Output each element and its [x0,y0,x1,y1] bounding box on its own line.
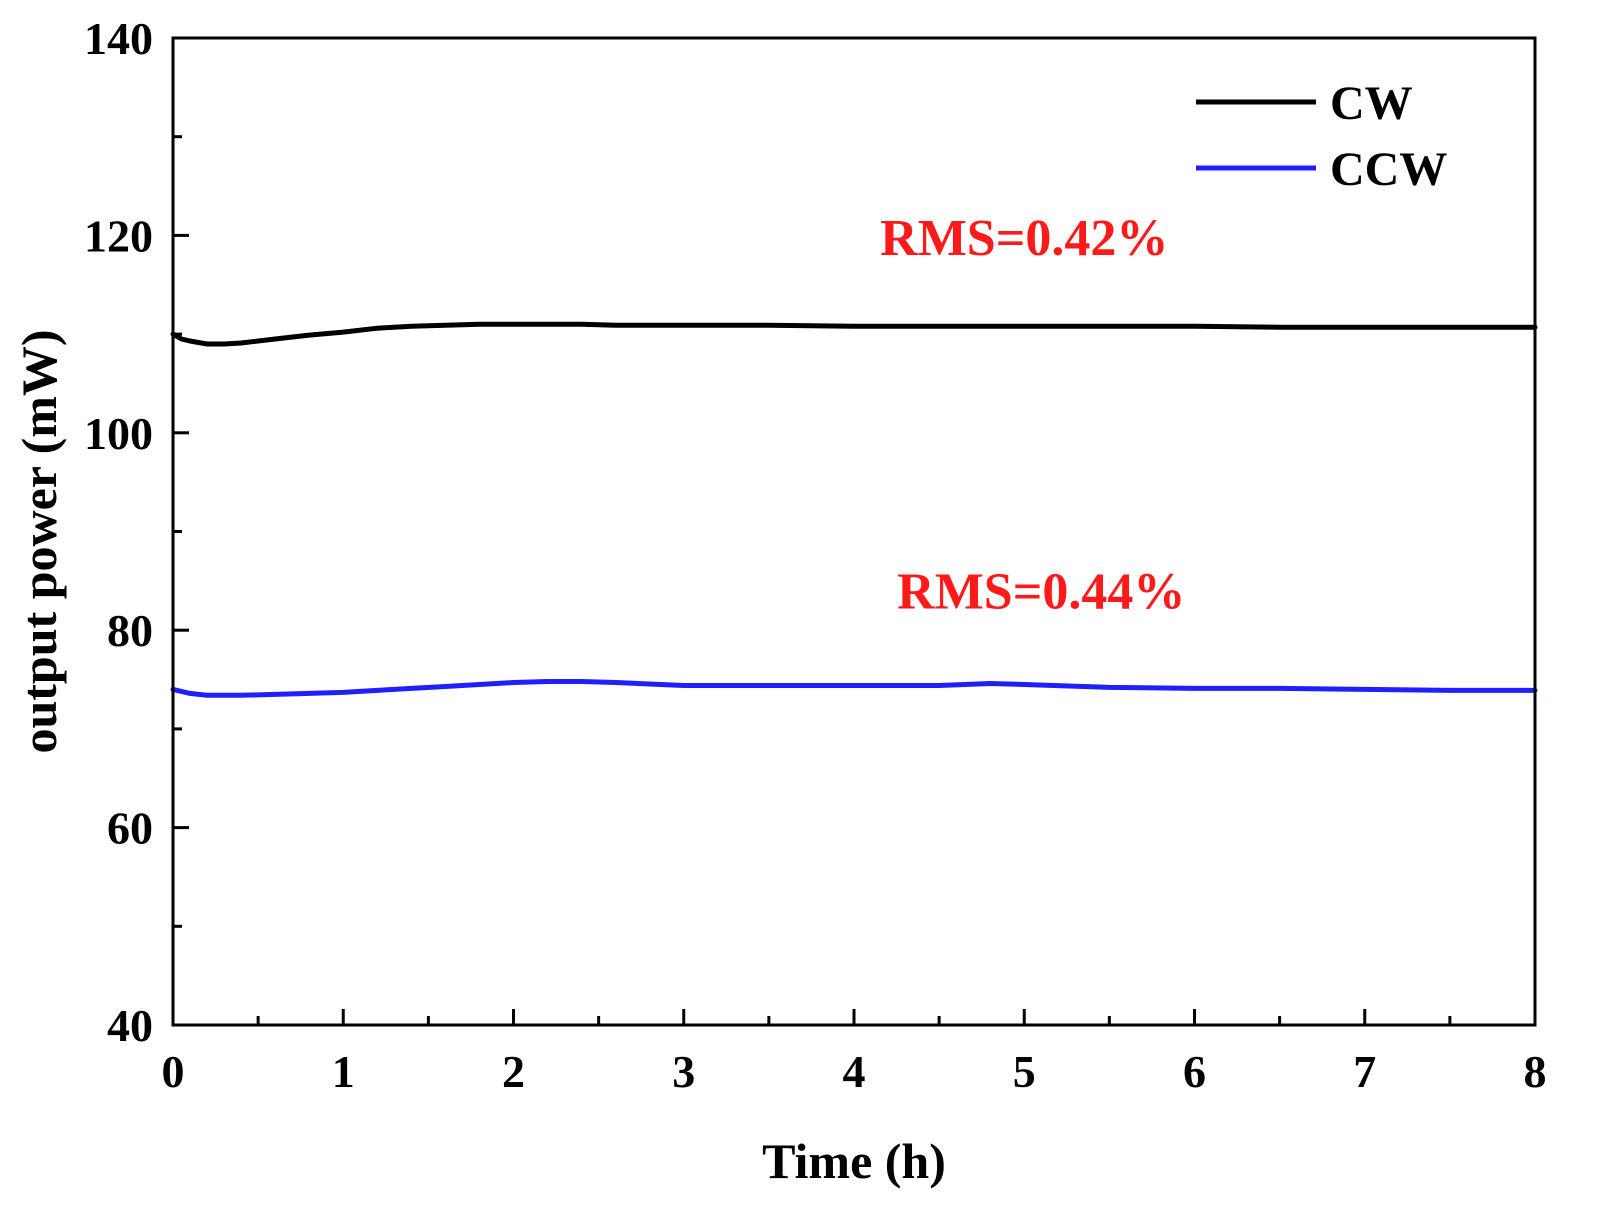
x-tick-label: 4 [843,1046,866,1097]
y-axis-title: output power (mW) [11,329,67,753]
y-tick-label: 40 [107,1000,153,1051]
series-line-ccw [170,679,1538,698]
x-tick-label: 5 [1013,1046,1036,1097]
legend-label-cw: CW [1330,77,1413,130]
x-axis-title: Time (h) [762,1133,946,1189]
y-tick-label: 140 [84,13,153,64]
rms-annotation-2: RMS=0.44% [897,563,1185,620]
x-tick-label: 3 [672,1046,695,1097]
rms-annotation-1: RMS=0.42% [880,210,1168,267]
legend-label-ccw: CCW [1330,143,1447,196]
x-tick-label: 6 [1183,1046,1206,1097]
y-tick-label: 120 [84,210,153,261]
x-tick-label: 8 [1524,1046,1547,1097]
x-tick-label: 1 [332,1046,355,1097]
annotation-layer: RMS=0.42% RMS=0.44% [880,210,1185,620]
y-tick-label: 60 [107,803,153,854]
ticks-layer: 0 1 2 3 4 5 6 7 8 40 60 80 100 120 140 [84,13,1547,1097]
x-tick-label: 7 [1353,1046,1376,1097]
y-tick-label: 100 [84,408,153,459]
legend: CW CCW [1196,77,1447,196]
x-tick-label: 0 [162,1046,185,1097]
x-tick-label: 2 [502,1046,525,1097]
series-line-cw [170,321,1538,347]
y-tick-label: 80 [107,605,153,656]
series-layer [170,321,1538,698]
